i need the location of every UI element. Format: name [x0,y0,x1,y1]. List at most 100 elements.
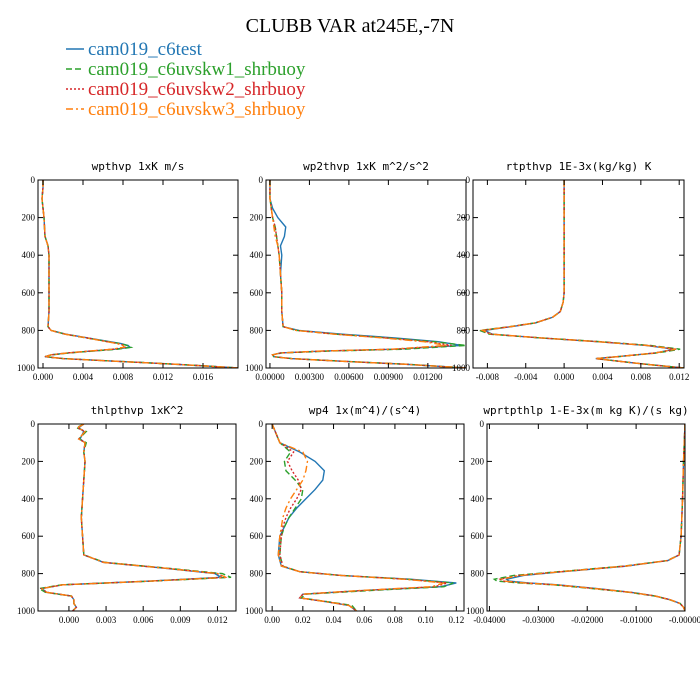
figure-title: CLUBB VAR at245E,-7N [246,15,455,37]
series-group [38,424,232,611]
x-tick-label: 0.012 [669,372,689,382]
x-tick-label: 0.009 [170,615,191,625]
chart-panel: wp2thvp 1xK m^2/s^2020040060080010000.00… [245,160,467,382]
legend-label: cam019_c6uvskw1_shrbuoy [88,59,306,80]
chart-panel: thlpthvp 1xK^2 0 200 400 600 800 1000 0.000 0.00… [17,404,237,625]
panel-frame [265,179,467,369]
series-line [41,180,238,368]
panel-frame [37,423,237,612]
chart-panel: rtpthvp 1E-3x(kg/kg) K02004006008001000-… [452,160,689,382]
y-tick-label: 600 [250,288,264,298]
panel-frame [37,179,239,369]
legend-item: cam019_c6uvskw3_shrbuoy [66,99,306,120]
panel-frame [472,179,685,369]
y-tick-label: 0 [31,175,36,185]
series-group [41,180,238,368]
y-tick-label: 1000 [17,606,36,616]
panel-title: rtpthvp 1E-3x(kg/kg) K [506,160,652,173]
series-group [492,424,685,611]
panel-title: wpthvp 1xK m/s [92,160,185,173]
series-group [271,424,457,611]
y-tick-label: 400 [471,494,485,504]
x-tick-label: 0.004 [73,372,94,382]
panel-title: wp2thvp 1xK m^2/s^2 [303,160,429,173]
y-tick-label: 600 [22,288,36,298]
y-tick-label: 600 [22,531,36,541]
y-tick-label: 0 [480,419,485,429]
x-tick-label: 0.008 [631,372,652,382]
x-tick-label: -0.004 [514,372,538,382]
y-tick-label: 800 [250,569,264,579]
legend-item: cam019_c6test [66,39,203,60]
x-tick-label: 0.003 [96,615,117,625]
y-tick-label: 1000 [245,606,264,616]
y-tick-label: 800 [22,325,36,335]
x-tick-label: -0.01000 [620,615,653,625]
legend-item: cam019_c6uvskw2_shrbuoy [66,79,306,100]
y-tick-label: 400 [22,494,36,504]
y-tick-label: 600 [250,531,264,541]
y-tick-label: 0 [259,419,264,429]
x-tick-label: 0.016 [193,372,214,382]
y-tick-label: 200 [22,213,36,223]
x-tick-label: -0.00000 [669,615,700,625]
y-tick-label: 400 [250,250,264,260]
x-tick-label: 0.006 [133,615,154,625]
y-tick-label: 1000 [466,606,485,616]
y-tick-label: 0 [259,175,264,185]
series-line [269,180,466,368]
y-tick-label: 200 [471,456,485,466]
x-tick-label: -0.04000 [473,615,506,625]
y-tick-label: 0 [31,419,36,429]
y-tick-label: 800 [250,325,264,335]
y-tick-label: 400 [250,494,264,504]
x-tick-label: 0.10 [418,615,434,625]
x-tick-label: 0.000 [33,372,54,382]
legend-item: cam019_c6uvskw1_shrbuoy [66,59,306,80]
x-tick-label: -0.008 [476,372,500,382]
series-line [500,424,685,611]
y-tick-label: 800 [471,569,485,579]
y-tick-label: 200 [250,456,264,466]
legend-label: cam019_c6uvskw2_shrbuoy [88,79,306,100]
y-tick-label: 1000 [17,363,36,373]
x-tick-label: -0.03000 [522,615,555,625]
x-tick-label: 0.00300 [295,372,325,382]
y-tick-label: 200 [457,213,471,223]
series-line [498,424,685,611]
y-tick-label: 800 [457,325,471,335]
series-group [479,180,684,368]
panel-frame [486,423,686,612]
x-tick-label: 0.012 [207,615,227,625]
legend-label: cam019_c6test [88,39,203,60]
x-tick-label: -0.02000 [571,615,604,625]
series-line [492,424,685,611]
x-tick-label: 0.00900 [374,372,404,382]
panel-title: wp4 1x(m^4)/(s^4) [309,404,422,417]
series-group [269,180,466,368]
x-tick-label: 0.00 [264,615,280,625]
x-tick-label: 0.12 [448,615,464,625]
x-tick-label: 0.00600 [334,372,364,382]
y-tick-label: 1000 [245,363,264,373]
x-tick-label: 0.012 [153,372,173,382]
x-tick-label: 0.08 [387,615,403,625]
y-tick-label: 200 [22,456,36,466]
legend: cam019_c6test cam019_c6uvskw1_shrbuoy ca… [66,39,306,120]
legend-label: cam019_c6uvskw3_shrbuoy [88,99,306,120]
y-tick-label: 400 [457,250,471,260]
y-tick-label: 600 [471,531,485,541]
x-tick-label: 0.06 [356,615,372,625]
x-tick-label: 0.000 [59,615,80,625]
panel-title: wprtpthlp 1-E-3x(m kg K)/(s kg) [483,404,688,417]
y-tick-label: 400 [22,250,36,260]
x-tick-label: 0.000 [554,372,575,382]
x-tick-label: 0.00000 [255,372,285,382]
x-tick-label: 0.02 [295,615,311,625]
x-tick-label: 0.008 [113,372,134,382]
y-tick-label: 1000 [452,363,471,373]
y-tick-label: 600 [457,288,471,298]
panel-frame [265,423,465,612]
